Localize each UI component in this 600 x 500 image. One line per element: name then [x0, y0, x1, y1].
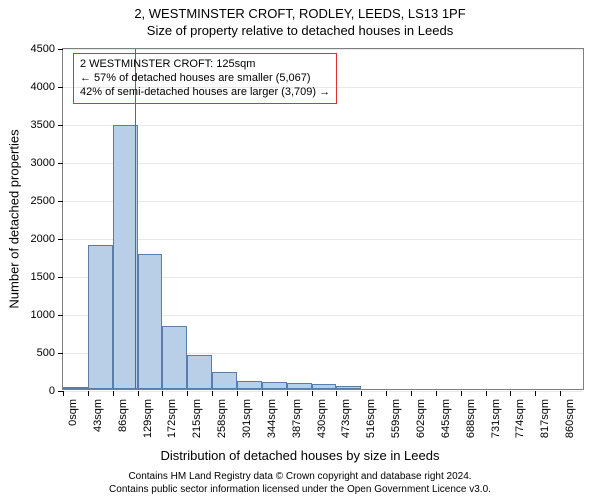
x-tick	[63, 391, 64, 396]
x-tick-label: 344sqm	[266, 399, 278, 438]
x-tick	[162, 391, 163, 396]
chart-title-sub: Size of property relative to detached ho…	[0, 21, 600, 38]
annotation-line-3: 42% of semi-detached houses are larger (…	[80, 86, 330, 100]
y-axis-label: Number of detached properties	[7, 129, 22, 308]
x-tick-label: 86sqm	[117, 399, 129, 432]
annotation-line-1: 2 WESTMINSTER CROFT: 125sqm	[80, 58, 330, 72]
x-tick	[312, 391, 313, 396]
footer-attribution: Contains HM Land Registry data © Crown c…	[0, 470, 600, 496]
x-tick	[262, 391, 263, 396]
x-tick-label: 774sqm	[514, 399, 526, 438]
x-tick-label: 129sqm	[142, 399, 154, 438]
x-tick	[237, 391, 238, 396]
histogram-bar	[88, 245, 113, 389]
x-tick-label: 258sqm	[216, 399, 228, 438]
y-tick-label: 2000	[31, 233, 63, 245]
x-tick-label: 301sqm	[241, 399, 253, 438]
gridline	[63, 201, 583, 202]
x-tick-label: 172sqm	[166, 399, 178, 438]
histogram-bar	[212, 372, 237, 389]
x-tick	[386, 391, 387, 396]
chart-container: 2, WESTMINSTER CROFT, RODLEY, LEEDS, LS1…	[0, 0, 600, 500]
histogram-bar	[113, 125, 138, 389]
x-tick	[560, 391, 561, 396]
y-tick-label: 2500	[31, 195, 63, 207]
x-tick	[361, 391, 362, 396]
histogram-bar	[237, 381, 262, 389]
x-tick	[461, 391, 462, 396]
histogram-bar	[187, 355, 212, 389]
x-tick	[411, 391, 412, 396]
y-tick-label: 3500	[31, 119, 63, 131]
y-tick-label: 4000	[31, 81, 63, 93]
x-tick	[535, 391, 536, 396]
y-tick-label: 1500	[31, 271, 63, 283]
x-tick-label: 430sqm	[316, 399, 328, 438]
annotation-line-2: ← 57% of detached houses are smaller (5,…	[80, 72, 330, 86]
x-tick-label: 215sqm	[191, 399, 203, 438]
footer-line-1: Contains HM Land Registry data © Crown c…	[0, 470, 600, 483]
gridline	[63, 391, 583, 392]
histogram-bar	[63, 387, 88, 389]
y-tick-label: 0	[49, 385, 63, 397]
x-tick-label: 559sqm	[390, 399, 402, 438]
footer-line-2: Contains public sector information licen…	[0, 483, 600, 496]
x-tick-label: 688sqm	[465, 399, 477, 438]
annotation-box: 2 WESTMINSTER CROFT: 125sqm← 57% of deta…	[73, 53, 337, 104]
x-tick	[88, 391, 89, 396]
x-tick-label: 645sqm	[440, 399, 452, 438]
histogram-bar	[138, 254, 163, 389]
x-tick	[212, 391, 213, 396]
histogram-bar	[336, 386, 361, 389]
x-tick	[486, 391, 487, 396]
x-tick-label: 387sqm	[291, 399, 303, 438]
y-tick-label: 500	[37, 347, 63, 359]
histogram-bar	[287, 383, 312, 389]
x-tick-label: 516sqm	[365, 399, 377, 438]
gridline	[63, 125, 583, 126]
x-tick	[287, 391, 288, 396]
x-tick	[336, 391, 337, 396]
x-tick	[138, 391, 139, 396]
y-tick-label: 1000	[31, 309, 63, 321]
x-tick	[113, 391, 114, 396]
x-tick-label: 0sqm	[67, 399, 79, 426]
gridline	[63, 163, 583, 164]
x-tick-label: 43sqm	[92, 399, 104, 432]
x-tick	[436, 391, 437, 396]
plot-area: 0500100015002000250030003500400045000sqm…	[62, 48, 584, 390]
x-axis-label: Distribution of detached houses by size …	[161, 448, 440, 463]
y-tick-label: 3000	[31, 157, 63, 169]
x-tick-label: 602sqm	[415, 399, 427, 438]
gridline	[63, 49, 583, 50]
chart-title-main: 2, WESTMINSTER CROFT, RODLEY, LEEDS, LS1…	[0, 0, 600, 21]
histogram-bar	[262, 382, 287, 389]
x-tick-label: 731sqm	[490, 399, 502, 438]
histogram-bar	[162, 326, 187, 389]
y-tick-label: 4500	[31, 43, 63, 55]
x-tick	[187, 391, 188, 396]
x-tick-label: 817sqm	[539, 399, 551, 438]
x-tick-label: 860sqm	[564, 399, 576, 438]
gridline	[63, 239, 583, 240]
x-tick-label: 473sqm	[340, 399, 352, 438]
histogram-bar	[312, 384, 337, 389]
x-tick	[510, 391, 511, 396]
